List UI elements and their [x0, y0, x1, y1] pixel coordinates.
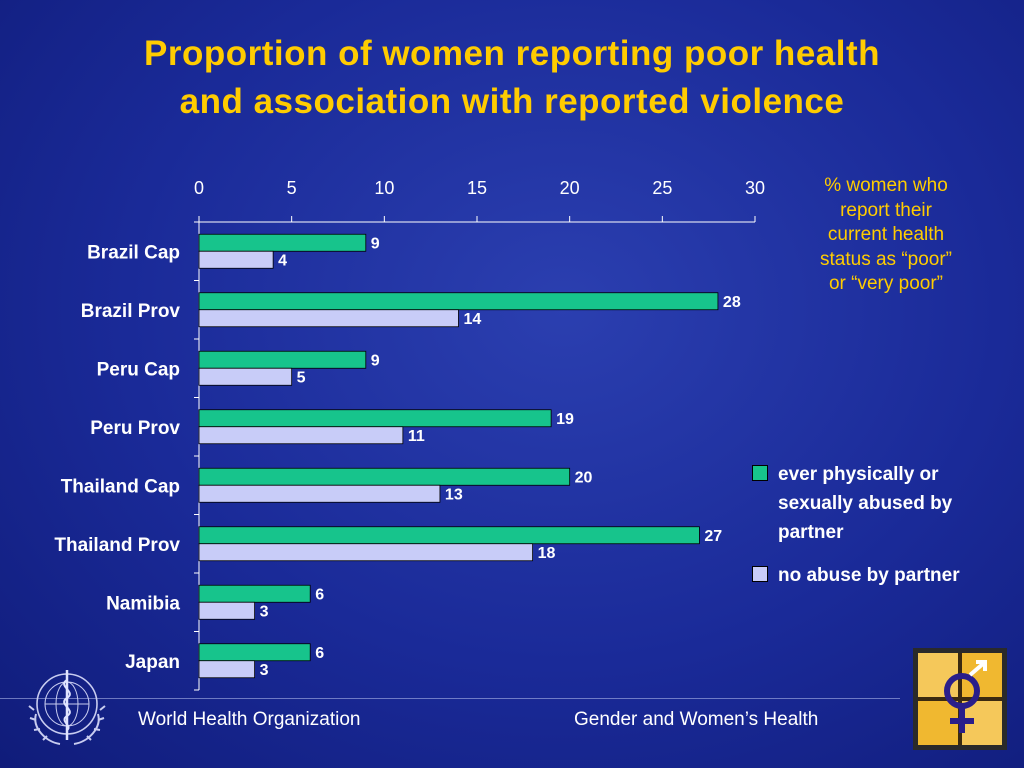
data-label: 6	[315, 586, 324, 603]
bar-no-abuse	[198, 309, 459, 328]
data-label: 20	[575, 469, 593, 486]
legend-item-no-abuse: no abuse by partner	[752, 561, 1007, 590]
note-line-5: or “very poor”	[828, 273, 944, 294]
data-label: 14	[463, 311, 481, 328]
footer-divider	[0, 698, 900, 699]
x-tick-label: 25	[652, 178, 672, 198]
chart-legend: ever physically or sexually abused by pa…	[752, 460, 1007, 590]
legend-item-abused: ever physically or sexually abused by pa…	[752, 460, 1007, 547]
x-tick-label: 30	[745, 178, 765, 198]
category-label: Thailand Prov	[54, 535, 180, 556]
category-label: Thailand Cap	[61, 476, 180, 497]
bar-abused	[198, 643, 311, 662]
bar-no-abuse	[198, 543, 534, 562]
bar-abused	[198, 584, 311, 603]
data-label: 9	[371, 352, 380, 369]
legend-label-no-abuse: no abuse by partner	[778, 565, 960, 586]
who-emblem-icon	[28, 670, 106, 745]
slide-title: Proportion of women reporting poor healt…	[20, 30, 1004, 126]
category-label: Japan	[125, 652, 180, 673]
x-tick-label: 5	[287, 178, 297, 198]
bar-abused	[198, 526, 700, 545]
data-label: 4	[278, 252, 287, 269]
category-label: Peru Prov	[90, 418, 180, 439]
bar-abused	[198, 467, 571, 486]
legend-swatch-abused	[752, 465, 768, 481]
category-label: Namibia	[106, 593, 180, 614]
bar-no-abuse	[198, 660, 255, 679]
category-label: Brazil Cap	[87, 242, 180, 263]
data-label: 27	[704, 528, 722, 545]
category-label: Peru Cap	[97, 359, 180, 380]
data-label: 28	[723, 294, 741, 311]
data-label: 3	[260, 662, 269, 679]
data-label: 6	[315, 645, 324, 662]
data-label: 19	[556, 411, 574, 428]
data-label: 5	[297, 369, 306, 386]
data-label: 3	[260, 603, 269, 620]
note-line-1: % women who	[824, 175, 948, 196]
note-line-4: status as “poor”	[820, 248, 952, 270]
bar-abused	[198, 292, 719, 311]
legend-label-abused: ever physically or sexually abused by pa…	[778, 464, 953, 543]
x-tick-label: 15	[467, 178, 487, 198]
footer-department: Gender and Women’s Health	[574, 709, 819, 730]
bar-no-abuse	[198, 601, 255, 620]
legend-swatch-no-abuse	[752, 566, 768, 582]
bar-abused	[198, 233, 367, 252]
category-label: Brazil Prov	[81, 301, 181, 322]
data-label: 9	[371, 235, 380, 252]
gender-symbol-icon	[913, 648, 1007, 750]
x-tick-label: 0	[194, 178, 204, 198]
note-line-3: current health	[827, 224, 945, 245]
slide-title-line-1: Proportion of women reporting poor healt…	[143, 34, 881, 73]
data-label: 18	[538, 545, 556, 562]
bar-abused	[198, 350, 367, 369]
x-tick-label: 20	[560, 178, 580, 198]
data-label: 13	[445, 486, 463, 503]
data-label: 11	[408, 428, 425, 445]
chart-note: % women who report their current health …	[780, 174, 992, 297]
bar-abused	[198, 409, 552, 428]
bar-no-abuse	[198, 250, 274, 269]
note-line-2: report their	[840, 199, 932, 221]
footer-organization: World Health Organization	[138, 709, 361, 730]
slide-title-line-2: and association with reported violence	[179, 82, 845, 121]
bar-no-abuse	[198, 367, 293, 386]
bar-no-abuse	[198, 484, 441, 503]
bar-no-abuse	[198, 426, 404, 445]
x-tick-label: 10	[374, 178, 394, 198]
